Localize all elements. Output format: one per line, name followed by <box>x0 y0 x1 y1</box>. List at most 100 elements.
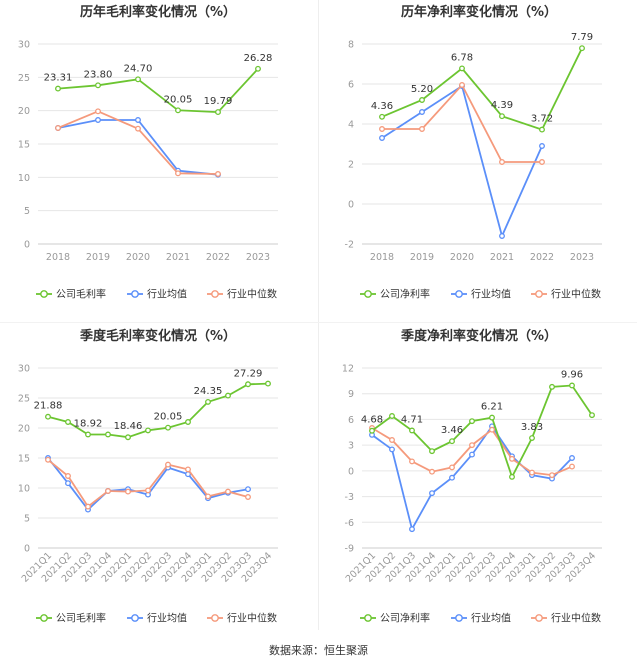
series-line-company <box>57 68 259 114</box>
data-point-company <box>105 431 111 438</box>
data-point-company <box>429 448 435 455</box>
chart-title: 历年毛利率变化情况（%） <box>80 4 236 20</box>
data-point-company <box>449 438 455 445</box>
y-tick-label: 30 <box>18 40 30 51</box>
data-point-median <box>499 159 505 165</box>
legend-marker <box>455 614 463 622</box>
y-tick-label: -3 <box>345 492 354 503</box>
data-label: 5.20 <box>411 84 433 95</box>
data-point-median <box>85 503 91 510</box>
data-label: 19.79 <box>204 96 233 107</box>
y-tick-label: -6 <box>345 518 354 529</box>
data-label: 6.21 <box>481 402 503 413</box>
x-tick-label: 2020 <box>126 252 150 263</box>
data-point-median <box>145 487 151 494</box>
data-point-median <box>449 464 455 471</box>
y-tick-label: 20 <box>18 106 30 117</box>
legend-marker <box>535 614 543 622</box>
y-tick-label: 15 <box>18 140 30 151</box>
data-point-company <box>579 45 585 52</box>
y-tick-label: 0 <box>24 240 30 251</box>
data-point-company <box>389 413 395 419</box>
data-label: 3.46 <box>441 425 463 436</box>
data-point-company <box>369 427 375 434</box>
data-point-company <box>205 398 211 405</box>
panel-divider-horizontal <box>0 322 637 323</box>
y-tick-label: 10 <box>18 484 30 495</box>
data-point-company <box>65 419 71 425</box>
data-point-company <box>419 97 425 103</box>
data-point-median <box>225 488 231 495</box>
data-point-avg <box>499 233 505 239</box>
legend-item-avg: 行业均值 <box>127 288 187 301</box>
y-tick-label: 6 <box>348 415 354 426</box>
chart-4: 季度净利率变化情况（%）-9-6-30369122021Q12021Q22021… <box>342 328 602 625</box>
data-point-company <box>215 109 221 116</box>
data-label: 4.71 <box>401 414 423 425</box>
legend-item-company: 公司净利率 <box>360 288 430 301</box>
data-point-company <box>459 65 465 72</box>
data-point-company <box>265 380 271 387</box>
x-tick-label: 2020 <box>450 252 474 263</box>
legend-item-median: 行业中位数 <box>531 612 601 625</box>
data-point-company <box>85 431 91 438</box>
data-point-company <box>225 392 231 399</box>
data-point-median <box>105 488 111 494</box>
data-point-median <box>175 170 181 177</box>
data-point-company <box>255 65 261 72</box>
data-point-median <box>55 125 61 131</box>
y-tick-label: 3 <box>348 441 354 452</box>
y-tick-label: 20 <box>18 424 30 435</box>
y-tick-label: 5 <box>24 514 30 525</box>
legend-item-company: 公司净利率 <box>360 612 430 625</box>
data-point-avg <box>135 117 141 123</box>
x-tick-label: 2022 <box>206 252 230 263</box>
data-point-company <box>55 85 61 92</box>
data-point-company <box>185 419 191 425</box>
data-point-median <box>409 458 415 465</box>
data-point-company <box>175 107 181 114</box>
data-point-company <box>529 435 535 441</box>
legend-item-company: 公司毛利率 <box>36 288 106 301</box>
data-point-company <box>409 427 415 434</box>
data-point-avg <box>389 446 395 453</box>
data-point-avg <box>409 526 415 533</box>
series-line-company <box>371 384 593 480</box>
legend-item-company: 公司毛利率 <box>36 612 106 625</box>
y-tick-label: 9 <box>348 389 354 400</box>
data-point-company <box>569 382 575 389</box>
data-label: 21.88 <box>34 401 63 412</box>
data-label: 6.78 <box>451 52 473 63</box>
data-point-median <box>529 469 535 476</box>
data-point-company <box>135 76 141 83</box>
data-point-median <box>45 456 51 463</box>
legend-marker <box>40 614 48 622</box>
data-point-median <box>569 463 575 470</box>
data-point-avg <box>65 480 71 487</box>
data-label: 24.35 <box>194 386 223 397</box>
y-tick-label: 10 <box>18 173 30 184</box>
data-point-company <box>539 126 545 133</box>
y-tick-label: 30 <box>18 364 30 375</box>
legend-label: 行业中位数 <box>227 288 277 301</box>
x-tick-label: 2019 <box>410 252 434 263</box>
chart-1: 历年毛利率变化情况（%） 0 5 10 15 20 25 30 2018 2019 2020 2021… <box>18 4 278 301</box>
y-tick-label: -9 <box>345 544 354 555</box>
data-point-avg <box>539 143 545 149</box>
y-tick-label: -2 <box>345 240 354 251</box>
legend-marker <box>40 290 48 298</box>
data-label: 24.70 <box>124 63 153 74</box>
data-point-company <box>245 381 251 388</box>
data-point-median <box>429 468 435 475</box>
data-point-median <box>205 493 211 500</box>
data-point-company <box>469 418 475 425</box>
series-line-median <box>47 459 249 508</box>
data-label: 3.72 <box>531 114 553 125</box>
y-tick-label: 2 <box>348 160 354 171</box>
data-label: 18.92 <box>74 418 103 429</box>
data-point-avg <box>95 117 101 123</box>
chart-title: 季度毛利率变化情况（%） <box>79 328 236 344</box>
legend-label: 公司毛利率 <box>56 612 106 625</box>
data-point-median <box>95 108 101 115</box>
